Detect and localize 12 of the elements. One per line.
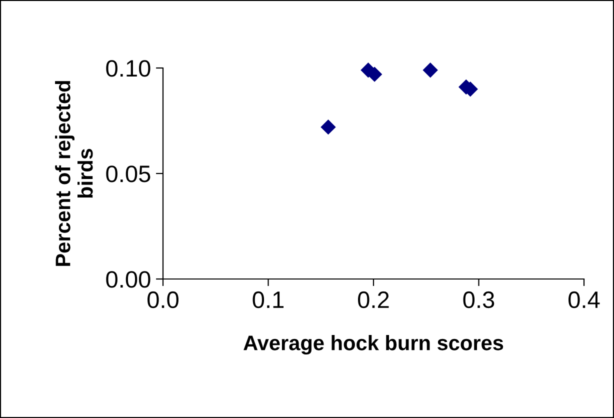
x-axis-title: Average hock burn scores	[244, 335, 504, 355]
y-tick-label: 0.05	[106, 166, 150, 182]
x-tick-label: 0.4	[568, 291, 600, 308]
x-tick-label: 0.3	[463, 291, 494, 308]
y-tick-label: 0.10	[106, 60, 150, 77]
x-tick-label: 0.1	[252, 291, 284, 308]
point	[422, 62, 438, 78]
y-tick-label: 0.00	[106, 271, 150, 288]
y-axis-title: Percent of rejected birds	[55, 81, 93, 266]
point	[320, 119, 336, 135]
x-tick-label: 0.0	[148, 291, 178, 308]
x-tick-label: 0.2	[358, 291, 389, 308]
